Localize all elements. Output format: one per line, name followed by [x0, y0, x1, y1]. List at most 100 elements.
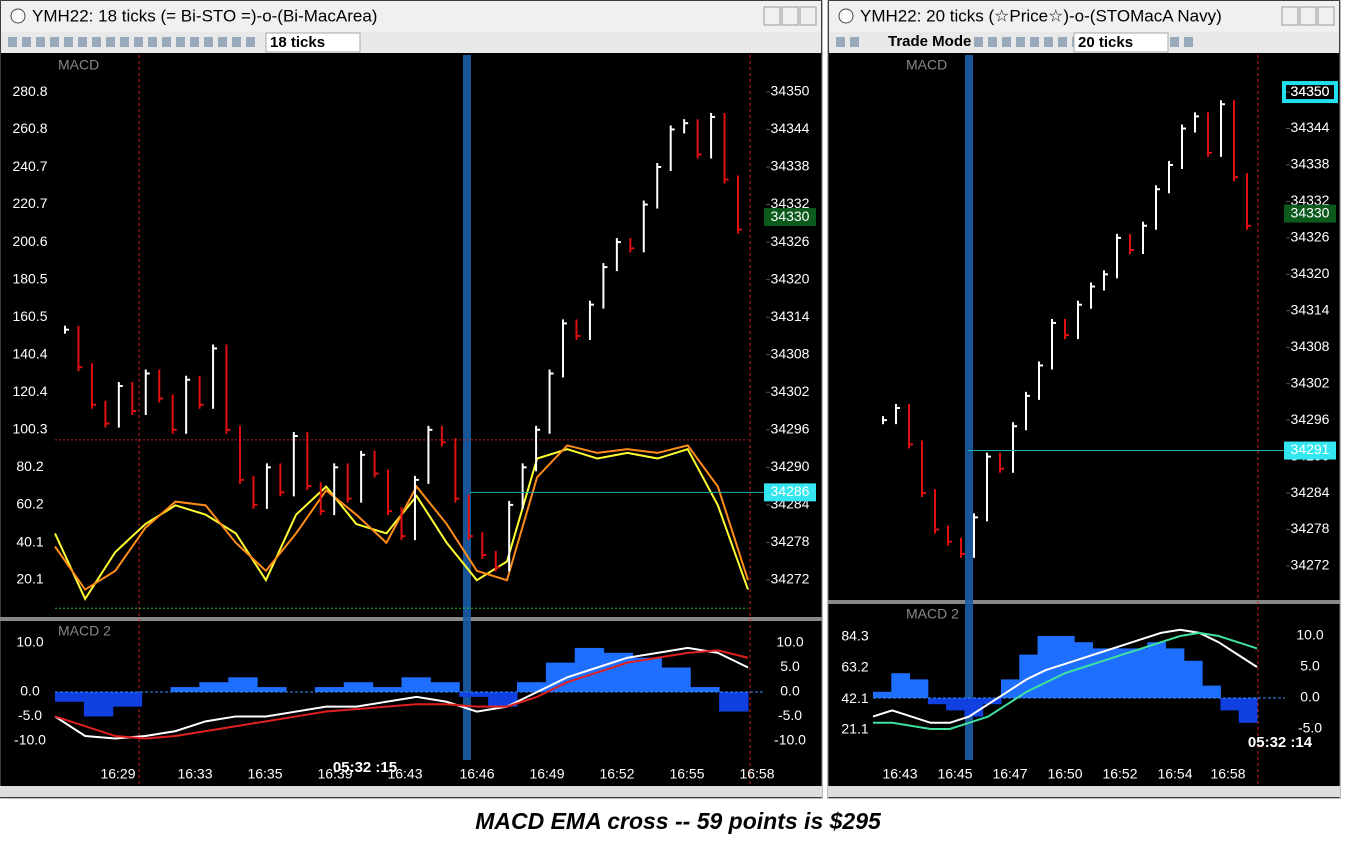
toolbar-icon[interactable]	[988, 37, 997, 47]
toolbar-icon[interactable]	[1002, 37, 1011, 47]
toolbar-icon[interactable]	[974, 37, 983, 47]
highlight-column	[463, 55, 471, 760]
price-tick-label: 34338	[1291, 156, 1330, 172]
histogram-bar	[719, 691, 749, 712]
toolbar-icon[interactable]	[176, 37, 185, 47]
price-tick-label: 34338	[771, 158, 810, 174]
macd-left-tick: 42.1	[841, 690, 868, 706]
toolbar-icon[interactable]	[78, 37, 87, 47]
trade-mode: Trade Mode	[888, 33, 971, 50]
histogram-bar	[964, 698, 984, 717]
histogram-bar	[661, 667, 691, 692]
time-label: 16:55	[669, 766, 704, 782]
window-button[interactable]	[1299, 6, 1317, 26]
macd-tick-label: 5.0	[1300, 658, 1320, 674]
macd-tick-label: 0.0	[1300, 689, 1320, 705]
toolbar-icon[interactable]	[50, 37, 59, 47]
price-tick-label: 34284	[1291, 484, 1330, 500]
toolbar-icon[interactable]	[8, 37, 17, 47]
histogram-bar	[372, 687, 402, 692]
title-bar	[1, 1, 821, 32]
time-label: 16:45	[937, 766, 972, 782]
osc-tick-label: 200.6	[12, 233, 47, 249]
price-tick-label: 34326	[1291, 229, 1330, 245]
toolbar-icon[interactable]	[850, 37, 859, 47]
time-stamp: 05:32 :15	[333, 759, 397, 776]
price-tick-label: 34320	[1291, 265, 1330, 281]
time-label: 16:49	[529, 766, 564, 782]
macd-tick-label: 5.0	[780, 658, 800, 674]
ticks-value: 20 ticks	[1078, 34, 1133, 51]
toolbar-icon[interactable]	[1044, 37, 1053, 47]
time-label: 16:52	[1102, 766, 1137, 782]
window-button[interactable]	[1281, 6, 1299, 26]
histogram-bar	[1110, 648, 1130, 698]
macd-line	[872, 628, 1258, 724]
price-flag-label: 34330	[1291, 204, 1330, 220]
toolbar-icon[interactable]	[1058, 37, 1067, 47]
histogram-bar	[946, 698, 965, 711]
toolbar-icon[interactable]	[134, 37, 143, 47]
toolbar-icon[interactable]	[92, 37, 101, 47]
osc-tick-label: 60.2	[16, 496, 43, 512]
scrollbar	[828, 786, 1340, 797]
histogram-bar	[873, 691, 892, 698]
ticks-value: 18 ticks	[270, 34, 325, 51]
macd-left-tick: 84.3	[841, 628, 868, 644]
toolbar-icon[interactable]	[106, 37, 115, 47]
price-tick-label: 34314	[1291, 301, 1330, 317]
ticks-box[interactable]	[1073, 32, 1169, 53]
price-tick-label: 34278	[771, 533, 810, 549]
panel-label: MACD	[906, 57, 947, 73]
toolbar-icon[interactable]	[22, 37, 31, 47]
toolbar-icon[interactable]	[232, 37, 241, 47]
panel-divider	[828, 600, 1340, 604]
window-title: YMH22: 18 ticks (= Bi-STO =)-o-(Bi-MacAr…	[32, 6, 377, 25]
histogram-bar	[83, 691, 114, 717]
price-tick-label: 34272	[1291, 557, 1330, 573]
histogram-bar	[488, 691, 518, 707]
title-bar	[829, 1, 1339, 32]
toolbar-icon[interactable]	[1030, 37, 1039, 47]
toolbar-icon[interactable]	[204, 37, 213, 47]
osc-tick-label: 80.2	[16, 458, 43, 474]
time-label: 16:47	[992, 766, 1027, 782]
price-tick-label: 34332	[771, 195, 810, 211]
histogram-bar	[927, 698, 947, 705]
toolbar-icon[interactable]	[36, 37, 45, 47]
toolbar-icon[interactable]	[148, 37, 157, 47]
caption: MACD EMA cross -- 59 points is $295	[475, 808, 882, 834]
toolbar-icon[interactable]	[120, 37, 129, 47]
time-label: 16:52	[599, 766, 634, 782]
histogram-bar	[891, 673, 911, 698]
histogram-bar	[690, 687, 720, 692]
toolbar-icon[interactable]	[162, 37, 171, 47]
price-tick-label: 34308	[1291, 338, 1330, 354]
toolbar-icon[interactable]	[836, 37, 845, 47]
window-button[interactable]	[799, 6, 817, 26]
histogram-bar	[1202, 685, 1221, 698]
macd-left-tick: -5.0	[18, 707, 42, 723]
toolbar-icon[interactable]	[64, 37, 73, 47]
histogram-bar	[112, 691, 143, 707]
window-button[interactable]	[763, 6, 781, 26]
price-flag	[764, 208, 816, 227]
ticks-box[interactable]	[265, 32, 361, 53]
price-tick-label: 34320	[771, 270, 810, 286]
toolbar-icon[interactable]	[1170, 37, 1179, 47]
toolbar-icon[interactable]	[218, 37, 227, 47]
time-label: 16:35	[247, 766, 282, 782]
toolbar-icon[interactable]	[246, 37, 255, 47]
window-button[interactable]	[781, 6, 799, 26]
time-stamp: 05:32 :14	[1248, 734, 1313, 751]
app-icon	[10, 8, 26, 24]
toolbar-icon[interactable]	[190, 37, 199, 47]
macd-tick-label: 10.0	[1296, 627, 1323, 643]
toolbar-icon[interactable]	[1016, 37, 1025, 47]
histogram-bar	[1183, 660, 1203, 698]
panel-label: MACD 2	[906, 606, 959, 622]
price-tick-label: 34326	[771, 233, 810, 249]
window-button[interactable]	[1317, 6, 1335, 26]
toolbar-icon[interactable]	[1184, 37, 1193, 47]
